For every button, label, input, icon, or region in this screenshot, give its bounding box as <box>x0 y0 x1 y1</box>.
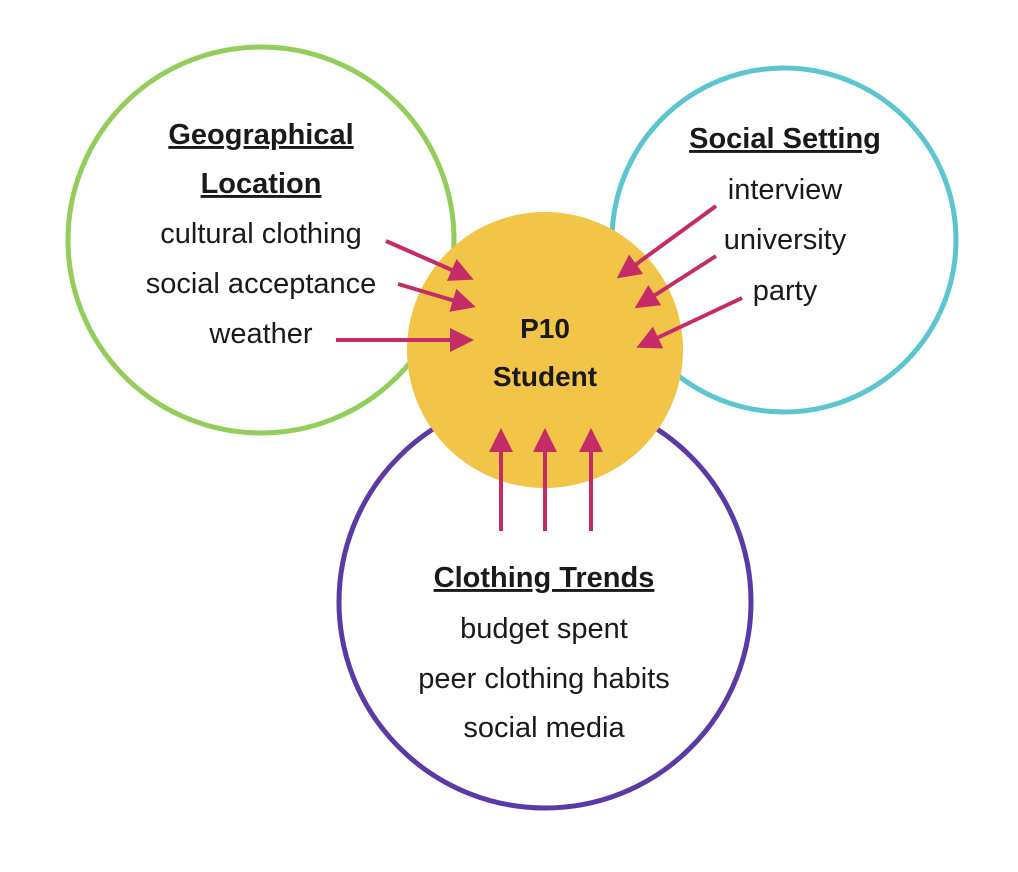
center-label-p10: P10 <box>520 313 570 344</box>
geographical-item-social-acceptance: social acceptance <box>146 268 377 300</box>
clothing-item-budget-spent: budget spent <box>460 613 628 645</box>
arrow-interview <box>616 204 718 279</box>
geographical-heading-line2: Location <box>201 168 322 200</box>
geographical-heading-line1: Geographical <box>168 119 353 151</box>
social-item-party: party <box>753 275 818 307</box>
clothing-item-social-media: social media <box>463 712 625 744</box>
arrow-cultural-clothing <box>385 239 474 281</box>
clothing-heading: Clothing Trends <box>434 562 655 594</box>
social-heading: Social Setting <box>689 123 881 155</box>
social-item-university: university <box>724 224 847 256</box>
center-label-student: Student <box>493 361 597 392</box>
clothing-item-peer-clothing-habits: peer clothing habits <box>418 663 670 695</box>
center-student-circle <box>407 212 683 488</box>
arrow-party <box>636 296 743 349</box>
social-item-interview: interview <box>728 174 843 206</box>
geographical-location-circle <box>65 44 457 436</box>
geographical-item-weather: weather <box>208 318 313 350</box>
geographical-item-cultural-clothing: cultural clothing <box>160 218 362 250</box>
arrow-social-acceptance <box>397 282 476 312</box>
arrow-university <box>634 254 718 309</box>
